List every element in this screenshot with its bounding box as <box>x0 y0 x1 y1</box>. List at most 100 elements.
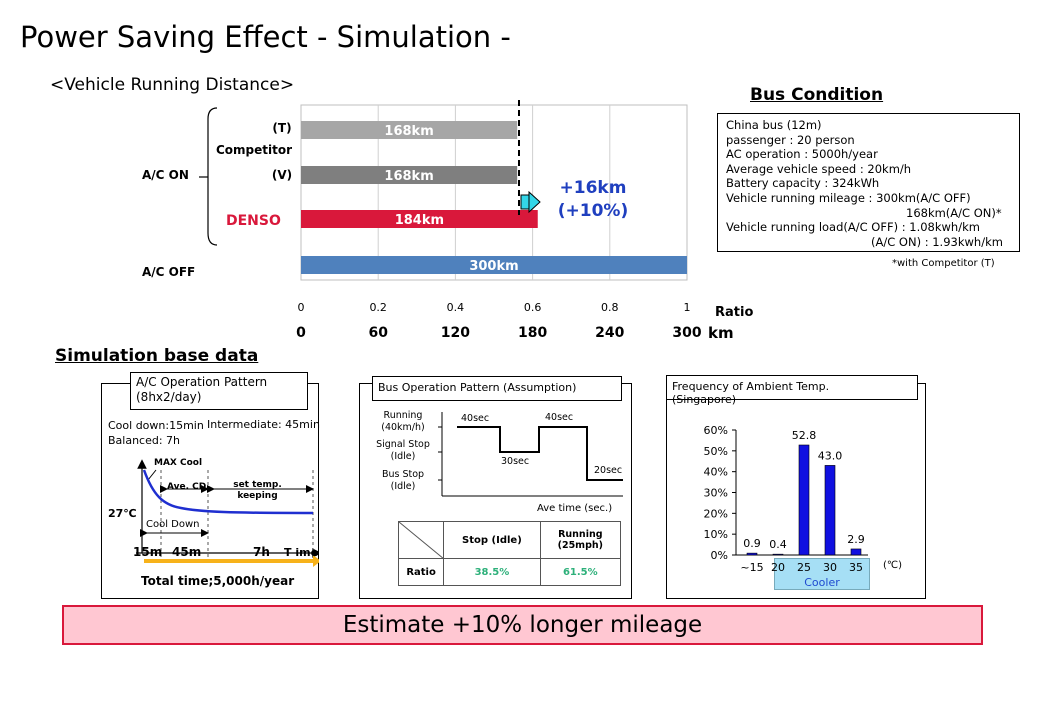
km-tick-label: 0 <box>296 325 306 341</box>
row-label-v: (V) <box>271 168 293 182</box>
temperature-curve <box>142 469 314 515</box>
km-tick-label: 60 <box>368 325 388 341</box>
ratio-tick-label: 0 <box>298 301 305 314</box>
km-tick-label: 180 <box>518 325 547 341</box>
temp-category-label: 25 <box>797 561 811 574</box>
level-signal-stop: Signal Stop (Idle) <box>367 439 439 463</box>
row-label-t: (T) <box>272 121 292 135</box>
temp-bar-label: 2.9 <box>847 533 865 546</box>
distance-bar-label: 168km <box>384 169 433 184</box>
level-running-line1: Running <box>383 410 423 421</box>
temp-freq-title-line1: Frequency of Ambient Temp. <box>672 380 830 393</box>
temp-category-label: 20 <box>771 561 785 574</box>
seg3-label: 40sec <box>545 412 574 423</box>
distance-chart-svg: 168km 168km 184km 300km 0 0.2 0.4 0.6 0.8 1 0 60 12… <box>199 100 702 341</box>
ac-pattern-chart <box>101 450 322 600</box>
page-title: Power Saving Effect - Simulation - <box>20 20 511 54</box>
temp-category-label: ~15 <box>740 561 763 574</box>
temp-freq-svg: 0% 10% 20% 30% 40% 50% 60% 0.9 ~15 0.4 20 52.8 25 43.… <box>704 424 868 574</box>
ratio-tick-label: 0.6 <box>524 301 542 314</box>
temp-y-tick-label: 60% <box>704 424 728 437</box>
temp-bar <box>850 548 862 556</box>
set-temp-line1: set temp. <box>233 480 282 490</box>
bus-pattern-title: Bus Operation Pattern (Assumption) <box>372 376 622 401</box>
level-signal-line1: Signal Stop <box>376 439 430 450</box>
ratio-tick-label: 0.4 <box>447 301 465 314</box>
ratio-tick-label: 1 <box>684 301 691 314</box>
bus-condition-line: Vehicle running load(A/C OFF) : 1.08kwh/… <box>726 220 980 235</box>
ratio-running-value: 61.5% <box>539 558 622 586</box>
bus-condition-box: China bus (12m) passenger : 20 person AC… <box>717 113 1020 252</box>
ratio-axis-label: Ratio <box>715 305 754 320</box>
ratio-table-header-row: Stop (Idle) Running (25mph) <box>397 521 622 559</box>
bus-condition-line: (A/C ON) : 1.93kwh/km <box>871 234 1003 249</box>
temp-bar <box>772 553 784 556</box>
ac-on-label: A/C ON <box>142 168 189 182</box>
temp-y-tick-label: 40% <box>704 466 728 479</box>
distance-bars: 168km 168km 184km 300km <box>301 121 687 274</box>
distance-bar <box>301 210 538 228</box>
max-cool-label: MAX Cool <box>154 458 203 468</box>
time-label: T ime <box>284 546 319 559</box>
ratio-row-label: Ratio <box>397 558 445 586</box>
distance-bar <box>301 121 518 139</box>
ratio-tick-label: 0.2 <box>369 301 387 314</box>
distance-bar-label: 168km <box>384 124 433 139</box>
ratio-stop-value: 38.5% <box>443 558 541 586</box>
distance-bar-label: 300km <box>469 259 518 274</box>
distance-chart: 168km 168km 184km 300km 0 0.2 0.4 0.6 0.8 1 0 60 12… <box>0 95 760 345</box>
bus-condition-line: Battery capacity : 324kWh <box>726 176 880 191</box>
seg4-label: 20sec <box>594 465 623 476</box>
corner-diagonal <box>399 522 444 559</box>
seg1-label: 40sec <box>461 413 490 424</box>
timeline-arrow-icon <box>313 555 321 567</box>
bus-condition-line: AC operation : 5000h/year <box>726 147 878 162</box>
level-running: Running (40km/h) <box>367 410 439 434</box>
bus-condition-line: 168km(A/C ON)* <box>906 205 1002 220</box>
bus-xlabel: Ave time (sec.) <box>537 503 613 514</box>
km-tick-label: 300 <box>672 325 701 341</box>
balanced-text: Balanced: 7h <box>108 434 181 447</box>
simulation-title: Simulation base data <box>55 346 259 366</box>
temp-bar-label: 52.8 <box>792 429 817 442</box>
ratio-table: Stop (Idle) Running (25mph) Ratio 38.5% … <box>397 521 622 586</box>
ave-cd-label: Ave. CD <box>167 482 207 492</box>
ratio-header-running: Running (25mph) <box>539 521 622 559</box>
temp-bar <box>824 465 836 556</box>
distance-bar <box>301 166 518 184</box>
cool-down-text: Cool down:15min <box>108 419 204 432</box>
set-temp-line2: keeping <box>237 491 278 501</box>
temp-category-label: 35 <box>849 561 863 574</box>
km-tick-label: 240 <box>595 325 624 341</box>
bus-condition-line: China bus (12m) <box>726 118 822 132</box>
max-cool-pointer <box>147 469 157 481</box>
ratio-table-corner <box>397 521 445 559</box>
ac-pattern-title: A/C Operation Pattern (8hx2/day) <box>130 372 308 410</box>
ac-pattern-title-line2: (8hx2/day) <box>136 390 202 404</box>
distance-section-title: <Vehicle Running Distance> <box>50 75 295 95</box>
seg2-label: 30sec <box>501 456 530 467</box>
cooler-highlight <box>774 558 870 590</box>
temp-y-tick-label: 10% <box>704 528 728 541</box>
distance-axis: 0 0.2 0.4 0.6 0.8 1 0 60 120 180 240 300 <box>296 301 702 341</box>
bus-condition-footnote: *with Competitor (T) <box>892 258 995 269</box>
distance-plot-frame <box>300 104 688 281</box>
temp-unit: (℃) <box>883 560 903 571</box>
ac-on-bracket <box>207 107 218 246</box>
bus-condition-line: Average vehicle speed : 20km/h <box>726 161 912 176</box>
ac-pattern-svg <box>136 459 322 567</box>
total-time-label: Total time;5,000h/year <box>141 574 295 588</box>
temp-bar-label: 0.9 <box>743 537 761 550</box>
km-unit-label: km <box>708 324 734 342</box>
ratio-table-row: Ratio 38.5% 61.5% <box>397 558 622 586</box>
temp-bar <box>798 444 810 556</box>
temp-label: 27℃ <box>108 507 137 520</box>
gain-arrow-icon <box>520 190 541 214</box>
km-tick-label: 120 <box>441 325 470 341</box>
temp-y-tick-label: 30% <box>704 487 728 500</box>
estimate-banner: Estimate +10% longer mileage <box>62 605 983 645</box>
t-7h: 7h <box>253 545 270 559</box>
denso-label: DENSO <box>226 213 281 229</box>
temp-y-tick-label: 0% <box>711 549 728 562</box>
bus-pattern-svg <box>438 412 623 497</box>
